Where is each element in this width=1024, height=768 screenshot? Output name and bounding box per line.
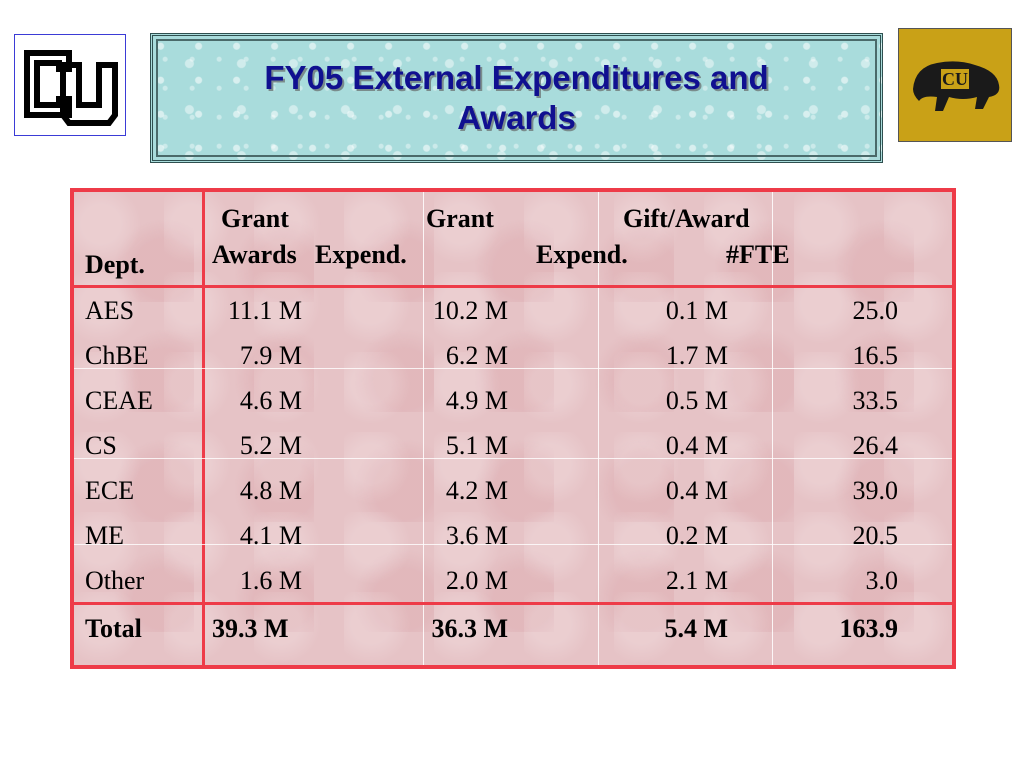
row-grant-expend: 3.6 M (445, 521, 508, 550)
header-grant-awards-2: Awards (212, 240, 297, 269)
header-divider (74, 285, 952, 288)
total-grant-expend: 36.3 M (431, 614, 508, 643)
row-dept: AES (85, 296, 135, 325)
row-fte: 25.0 (852, 296, 899, 325)
expenditures-table: Dept. Grant Awards Grant Expend. Gift/Aw… (70, 188, 956, 669)
row-dept: ME (85, 521, 124, 550)
row-fte: 3.0 (865, 566, 899, 595)
row-fte: 26.4 (852, 431, 899, 460)
row-fte: 20.5 (852, 521, 899, 550)
row-grant-expend: 5.1 M (445, 431, 508, 460)
row-fte: 16.5 (852, 341, 899, 370)
row-divider (74, 458, 952, 459)
row-grant-expend: 10.2 M (432, 296, 508, 325)
row-divider (74, 544, 952, 545)
row-dept: CEAE (85, 386, 153, 415)
row-gift: 0.5 M (665, 386, 728, 415)
column-divider (423, 192, 424, 665)
row-grant-awards: 4.6 M (239, 386, 302, 415)
column-divider (772, 192, 773, 665)
cu-monogram-icon (24, 50, 118, 126)
header-fte: #FTE (726, 240, 790, 269)
header-gift-1: Gift/Award (623, 204, 750, 233)
buffalo-icon: CU (913, 61, 1000, 111)
row-grant-expend: 4.2 M (445, 476, 508, 505)
row-grant-expend: 4.9 M (445, 386, 508, 415)
row-dept: CS (85, 431, 117, 460)
row-gift: 0.2 M (665, 521, 728, 550)
row-grant-awards: 1.6 M (239, 566, 302, 595)
row-dept: ChBE (85, 341, 149, 370)
row-dept: Other (85, 566, 145, 595)
row-gift: 2.1 M (665, 566, 728, 595)
header-grant-expend-1: Grant (426, 204, 494, 233)
row-dept: ECE (85, 476, 135, 505)
total-label: Total (85, 614, 142, 643)
row-grant-awards: 4.8 M (239, 476, 302, 505)
row-grant-awards: 4.1 M (239, 521, 302, 550)
column-divider (598, 192, 599, 665)
row-grant-expend: 2.0 M (445, 566, 508, 595)
total-grant-awards: 39.3 M (212, 614, 289, 643)
row-fte: 33.5 (852, 386, 899, 415)
row-grant-awards: 11.1 M (227, 296, 302, 325)
total-fte: 163.9 (839, 614, 899, 643)
header-grant-expend-2: Expend. (315, 240, 407, 269)
row-grant-awards: 7.9 M (239, 341, 302, 370)
cu-logo-outline (14, 34, 126, 136)
row-gift: 0.1 M (665, 296, 728, 325)
row-grant-awards: 5.2 M (239, 431, 302, 460)
row-gift: 1.7 M (665, 341, 728, 370)
page-title: FY05 External Expenditures and Awards (264, 59, 769, 136)
row-grant-expend: 6.2 M (445, 341, 508, 370)
title-banner: FY05 External Expenditures and Awards (150, 33, 883, 163)
row-gift: 0.4 M (665, 476, 728, 505)
row-fte: 39.0 (852, 476, 899, 505)
column-divider (202, 192, 205, 665)
row-gift: 0.4 M (665, 431, 728, 460)
header-grant-awards-1: Grant (221, 204, 289, 233)
total-divider (74, 602, 952, 605)
header-gift-2: Expend. (536, 240, 628, 269)
svg-text:CU: CU (942, 69, 968, 89)
total-gift: 5.4 M (664, 614, 728, 643)
row-divider (74, 368, 952, 369)
buffalo-logo: CU (898, 28, 1012, 142)
header-dept: Dept. (85, 250, 145, 279)
